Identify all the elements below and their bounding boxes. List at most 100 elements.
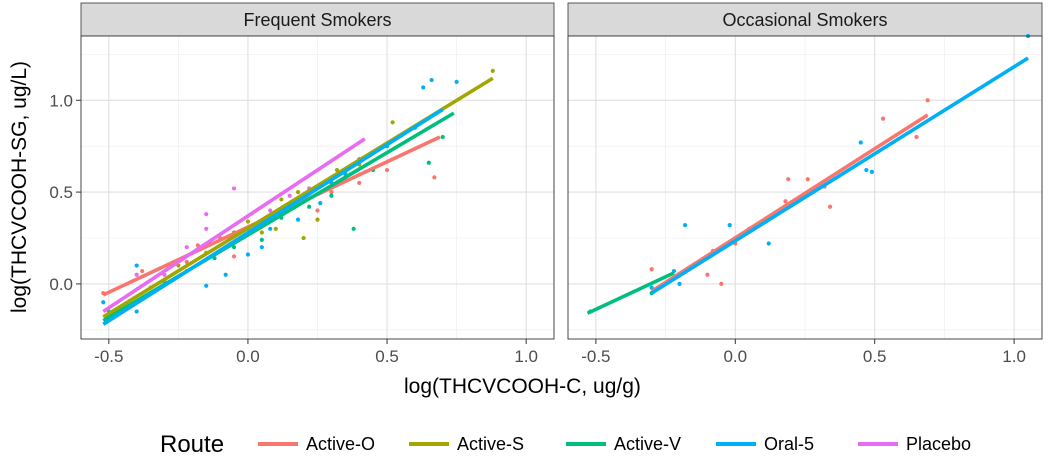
x-tick-label: 0.5 [863,347,887,366]
legend-title: Route [160,431,224,457]
legend-label-oral-5: Oral-5 [764,434,814,454]
fit-line-active-v [586,271,675,315]
data-point-active-o [357,180,362,186]
data-point-active-v [307,204,312,209]
data-point-oral-5 [421,85,426,90]
data-point-oral-5 [245,252,251,257]
data-point-oral-5 [683,223,688,228]
fit-line-oral-5 [650,56,1030,295]
data-point-oral-5 [727,223,732,228]
data-point-active-s [279,197,284,202]
data-point-placebo [204,226,209,231]
legend: Route Active-O Active-S Active-V Oral-5 Plac… [160,431,971,457]
data-point-active-s [259,230,264,235]
x-tick-label: 0.0 [723,347,747,366]
panel-title: Frequent Smokers [243,10,391,30]
data-point-oral-5 [677,281,682,287]
data-point-placebo [134,272,139,277]
data-point-active-s [301,235,306,241]
y-tick-label: 1.0 [49,91,73,110]
data-point-placebo [287,193,292,198]
data-point-active-s [273,226,278,231]
fit-lines [102,76,494,326]
panels-layer: Frequent Smokers Occasional Smokers [80,2,1043,340]
data-point-active-o [925,98,930,103]
data-point-oral-5 [101,300,106,305]
data-point-active-v [329,193,334,198]
data-point-oral-5 [869,169,875,174]
data-point-active-o [432,175,437,180]
x-axis-title: log(THCVCOOH-C, ug/g) [404,375,641,398]
data-point-oral-5 [766,241,771,246]
data-point-oral-5 [134,263,139,268]
gridlines [81,36,554,339]
x-tick-label: -0.5 [581,347,610,366]
data-point-placebo [184,245,189,250]
data-point-active-o [140,268,145,274]
data-point-oral-5 [429,77,434,83]
data-point-placebo [268,208,273,213]
panel-frequent-smokers: Frequent Smokers [80,2,555,340]
legend-label-placebo: Placebo [906,434,971,454]
data-point-oral-5 [134,309,139,314]
fit-line-placebo [102,137,366,313]
y-tick-label: 0.5 [49,183,73,202]
x-tick-label: 0.5 [375,347,399,366]
legend-label-active-o: Active-O [306,434,375,454]
x-tick-label: 1.0 [1002,347,1026,366]
data-point-placebo [204,212,209,217]
panel-title: Occasional Smokers [722,10,887,30]
fit-line-oral-5 [102,107,444,326]
data-point-active-o [827,204,833,209]
data-point-active-s [315,217,320,222]
data-point-active-v [259,237,264,242]
strip-background [567,2,1043,37]
data-point-active-o [315,208,320,213]
data-point-active-o [329,189,334,195]
data-point-active-s [245,219,251,224]
data-point-active-v [440,134,445,140]
data-point-oral-5 [204,283,209,288]
data-point-oral-5 [295,217,301,222]
y-axis-title: log(THCVCOOH-SG, ug/L) [8,61,31,313]
data-point-active-v [426,160,431,165]
data-point-active-v [351,226,356,231]
y-tick-label: 0.0 [49,275,73,294]
data-point-active-o [649,267,654,272]
data-point-active-o [384,167,390,173]
legend-label-active-v: Active-V [614,434,681,454]
axes-layer: -0.5 0.0 0.5 1.0 0.0 0.5 1.0 -0.5 0.0 0.5 1.0 [49,91,1026,366]
data-point-active-o [880,116,886,121]
data-point-active-o [786,177,791,182]
legend-label-active-s: Active-S [457,434,524,454]
x-tick-label: -0.5 [94,347,123,366]
fit-lines [586,56,1030,315]
x-tick-label: 0.0 [236,347,260,366]
data-point-oral-5 [858,140,863,145]
data-point-oral-5 [454,79,459,85]
data-point-active-o [184,259,189,264]
data-point-active-v [231,245,237,250]
data-point-oral-5 [318,201,323,206]
strip-background [80,2,555,37]
data-point-active-o [914,134,919,140]
data-point-oral-5 [223,272,228,277]
panel-border [567,35,1043,340]
data-point-active-o [705,272,710,277]
data-point-active-s [490,68,495,73]
data-point-oral-5 [864,167,869,173]
fit-line-active-o [650,113,929,293]
panel-occasional-smokers: Occasional Smokers [567,2,1043,340]
data-point-active-o [719,281,724,287]
data-point-active-o [805,177,810,182]
data-point-placebo [231,186,237,191]
data-point-active-o [783,199,788,204]
data-point-active-o [231,254,237,259]
panel-border [80,35,555,340]
data-point-active-s [295,189,301,195]
data-point-oral-5 [259,245,264,250]
x-tick-label: 1.0 [514,347,538,366]
data-point-active-s [390,120,395,125]
data-point-oral-5 [268,226,273,231]
